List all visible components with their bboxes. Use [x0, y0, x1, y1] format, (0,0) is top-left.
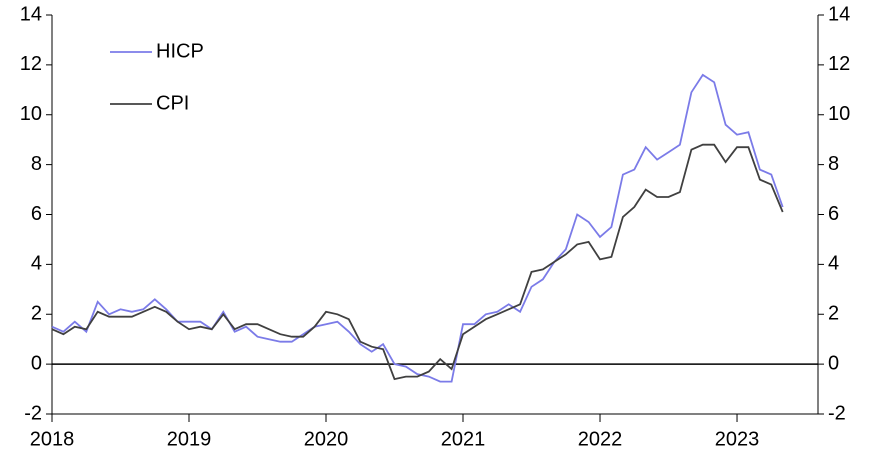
- x-tick-label: 2018: [30, 428, 75, 450]
- x-tick-label: 2019: [167, 428, 212, 450]
- y2-tick-label: 14: [828, 3, 850, 25]
- series-line: [51, 143, 784, 381]
- y2-tick-label: 2: [828, 303, 839, 325]
- y2-tick-label: 6: [828, 203, 839, 225]
- y2-tick-label: -2: [828, 402, 846, 424]
- y-tick-label: 2: [31, 303, 42, 325]
- y2-tick-label: 4: [828, 253, 839, 275]
- y-tick-label: 12: [20, 53, 42, 75]
- x-tick-label: 2023: [715, 428, 760, 450]
- legend-label: CPI: [156, 92, 189, 114]
- x-tick-label: 2022: [578, 428, 623, 450]
- y-tick-label: 0: [31, 352, 42, 374]
- y2-tick-label: 8: [828, 153, 839, 175]
- y2-tick-label: 12: [828, 53, 850, 75]
- y2-tick-label: 0: [828, 352, 839, 374]
- y-tick-label: -2: [24, 402, 42, 424]
- y2-tick-label: 10: [828, 103, 850, 125]
- y-tick-label: 14: [20, 3, 42, 25]
- y-tick-label: 4: [31, 253, 42, 275]
- x-tick-label: 2021: [441, 428, 486, 450]
- legend-label: HICP: [156, 40, 204, 62]
- y-tick-label: 8: [31, 153, 42, 175]
- y-tick-label: 10: [20, 103, 42, 125]
- series-line: [51, 73, 784, 383]
- y-tick-label: 6: [31, 203, 42, 225]
- x-tick-label: 2020: [304, 428, 349, 450]
